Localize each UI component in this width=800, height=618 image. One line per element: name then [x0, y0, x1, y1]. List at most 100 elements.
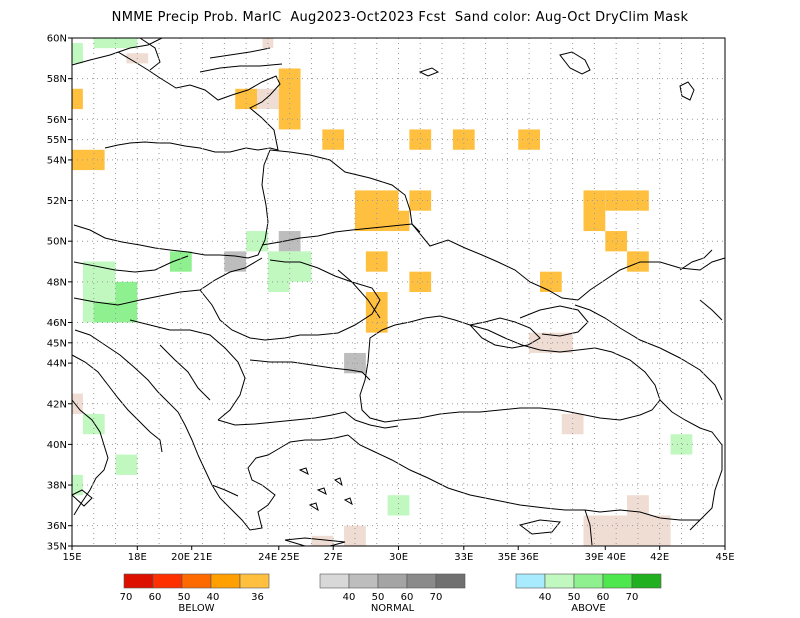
- legend-swatch: [123, 573, 154, 589]
- prob-cell-above_40: [72, 43, 83, 64]
- lat-tick-label: 44N: [47, 359, 67, 370]
- prob-cell-dry_mask: [344, 525, 366, 546]
- legend-tick-label: 40: [207, 592, 220, 603]
- legend-swatch: [544, 573, 575, 589]
- lat-tick-label: 55N: [47, 135, 67, 146]
- border-belarus: [269, 149, 421, 233]
- coastlines-and-borders: [71, 37, 726, 547]
- crimea-coast: [469, 317, 541, 349]
- lon-tick-label: 42E: [650, 552, 669, 563]
- lat-tick-label: 40N: [47, 440, 67, 451]
- volga-ribbon: [679, 249, 713, 271]
- lat-tick-label: 45N: [47, 338, 67, 349]
- legend-tick-label: 50: [568, 592, 581, 603]
- legend-swatch: [181, 573, 212, 589]
- map-title: NMME Precip Prob. MarIC Aug2023-Oct2023 …: [111, 10, 689, 25]
- prob-cell-below_36: [354, 190, 399, 232]
- prob-cell-below_36: [452, 129, 475, 150]
- graticule: [72, 37, 725, 547]
- probability-cells: [72, 38, 693, 546]
- lon-tick-label: 45E: [715, 552, 734, 563]
- legend-tick-label: 36: [251, 592, 264, 603]
- baltic-coastline: [71, 37, 281, 153]
- legend-category-label: NORMAL: [371, 603, 415, 614]
- prob-cell-below_36: [72, 88, 83, 110]
- legend-swatch: [239, 573, 270, 589]
- legend-swatch: [515, 573, 546, 589]
- lon-tick-label: 20E 21E: [171, 552, 212, 563]
- border-bulgaria-greece-turkey: [217, 411, 356, 426]
- lat-tick-label: 38N: [47, 481, 67, 492]
- legend-tick-label: 40: [539, 592, 552, 603]
- cyprus-coast: [518, 519, 561, 535]
- prob-cell-above_40: [670, 434, 693, 455]
- prob-cell-dry_mask: [561, 413, 584, 435]
- gulf-of-bothnia-coast: [139, 37, 161, 71]
- border-poland: [73, 149, 271, 259]
- prob-cell-below_36: [583, 190, 606, 232]
- legend-tick-label: 60: [597, 592, 610, 603]
- prob-cell-above_50: [115, 281, 138, 303]
- lon-tick-label: 24E 25E: [258, 552, 299, 563]
- legend-swatch: [319, 573, 350, 589]
- legend-tick-label: 50: [178, 592, 191, 603]
- prob-cell-above_40: [115, 454, 138, 475]
- prob-cell-dry_mask: [311, 535, 334, 546]
- lat-tick-label: 35N: [47, 542, 67, 553]
- legend-above: 40 50 60 70 ABOVE: [515, 573, 662, 614]
- lon-tick-label: 33E: [454, 552, 473, 563]
- rybinsk-reservoir: [679, 81, 695, 101]
- legend-normal: 40 50 60 70 NORMAL: [319, 573, 466, 614]
- black-sea-coastline: [359, 315, 661, 423]
- legend-tick-label: 70: [430, 592, 443, 603]
- italy-coastline: [71, 354, 163, 516]
- prob-cell-above_40: [267, 271, 290, 292]
- border-czech-slovakia: [73, 255, 189, 273]
- border-moldova: [337, 269, 381, 319]
- prob-cell-below_36: [398, 210, 410, 232]
- lat-tick-label: 60N: [47, 34, 67, 45]
- prob-cell-below_36: [72, 149, 105, 171]
- lat-tick-label: 48N: [47, 277, 67, 288]
- prob-cell-above_40: [387, 495, 410, 516]
- border-syria-iraq: [584, 509, 700, 521]
- turkey-south-coastline: [347, 434, 585, 511]
- lat-tick-label: 58N: [47, 74, 67, 85]
- border-austria-hungary: [73, 257, 263, 306]
- prob-cell-above_40: [82, 413, 105, 435]
- legend-swatch: [152, 573, 183, 589]
- prob-cell-normal_40: [278, 231, 301, 252]
- legend-tick-label: 40: [343, 592, 356, 603]
- legend-tick-label: 70: [626, 592, 639, 603]
- lat-tick-label: 56N: [47, 115, 67, 126]
- legend-category-label: ABOVE: [571, 603, 605, 614]
- prob-cell-below_36: [605, 231, 628, 252]
- lat-tick-label: 36N: [47, 521, 67, 532]
- prob-cell-below_36: [409, 129, 432, 150]
- lat-tick-label: 42N: [47, 399, 67, 410]
- legend-swatch: [377, 573, 408, 589]
- border-balkans: [129, 319, 371, 421]
- prob-cell-below_36: [627, 251, 649, 272]
- prob-cell-below_36: [409, 190, 432, 211]
- lon-tick-label: 30E: [389, 552, 408, 563]
- adriatic-east-coast: [74, 329, 199, 456]
- legend-tick-label: 70: [120, 592, 133, 603]
- lat-tick-label: 46N: [47, 318, 67, 329]
- caspian-coast: [699, 299, 723, 321]
- legend-swatch: [435, 573, 466, 589]
- legend-swatch: [210, 573, 241, 589]
- lon-tick-label: 18E: [128, 552, 147, 563]
- lake-onega: [559, 51, 591, 75]
- lon-tick-label: 39E 40E: [585, 552, 626, 563]
- legend-swatch: [348, 573, 379, 589]
- prob-cell-dry_mask: [627, 495, 649, 516]
- levant-coast: [584, 509, 593, 546]
- legend-swatch: [602, 573, 633, 589]
- lat-tick-label: 50N: [47, 237, 67, 248]
- legend-swatch: [631, 573, 662, 589]
- border-caucasus: [574, 304, 723, 401]
- lon-tick-label: 27E: [324, 552, 343, 563]
- border-russia-ukraine-east: [577, 257, 726, 301]
